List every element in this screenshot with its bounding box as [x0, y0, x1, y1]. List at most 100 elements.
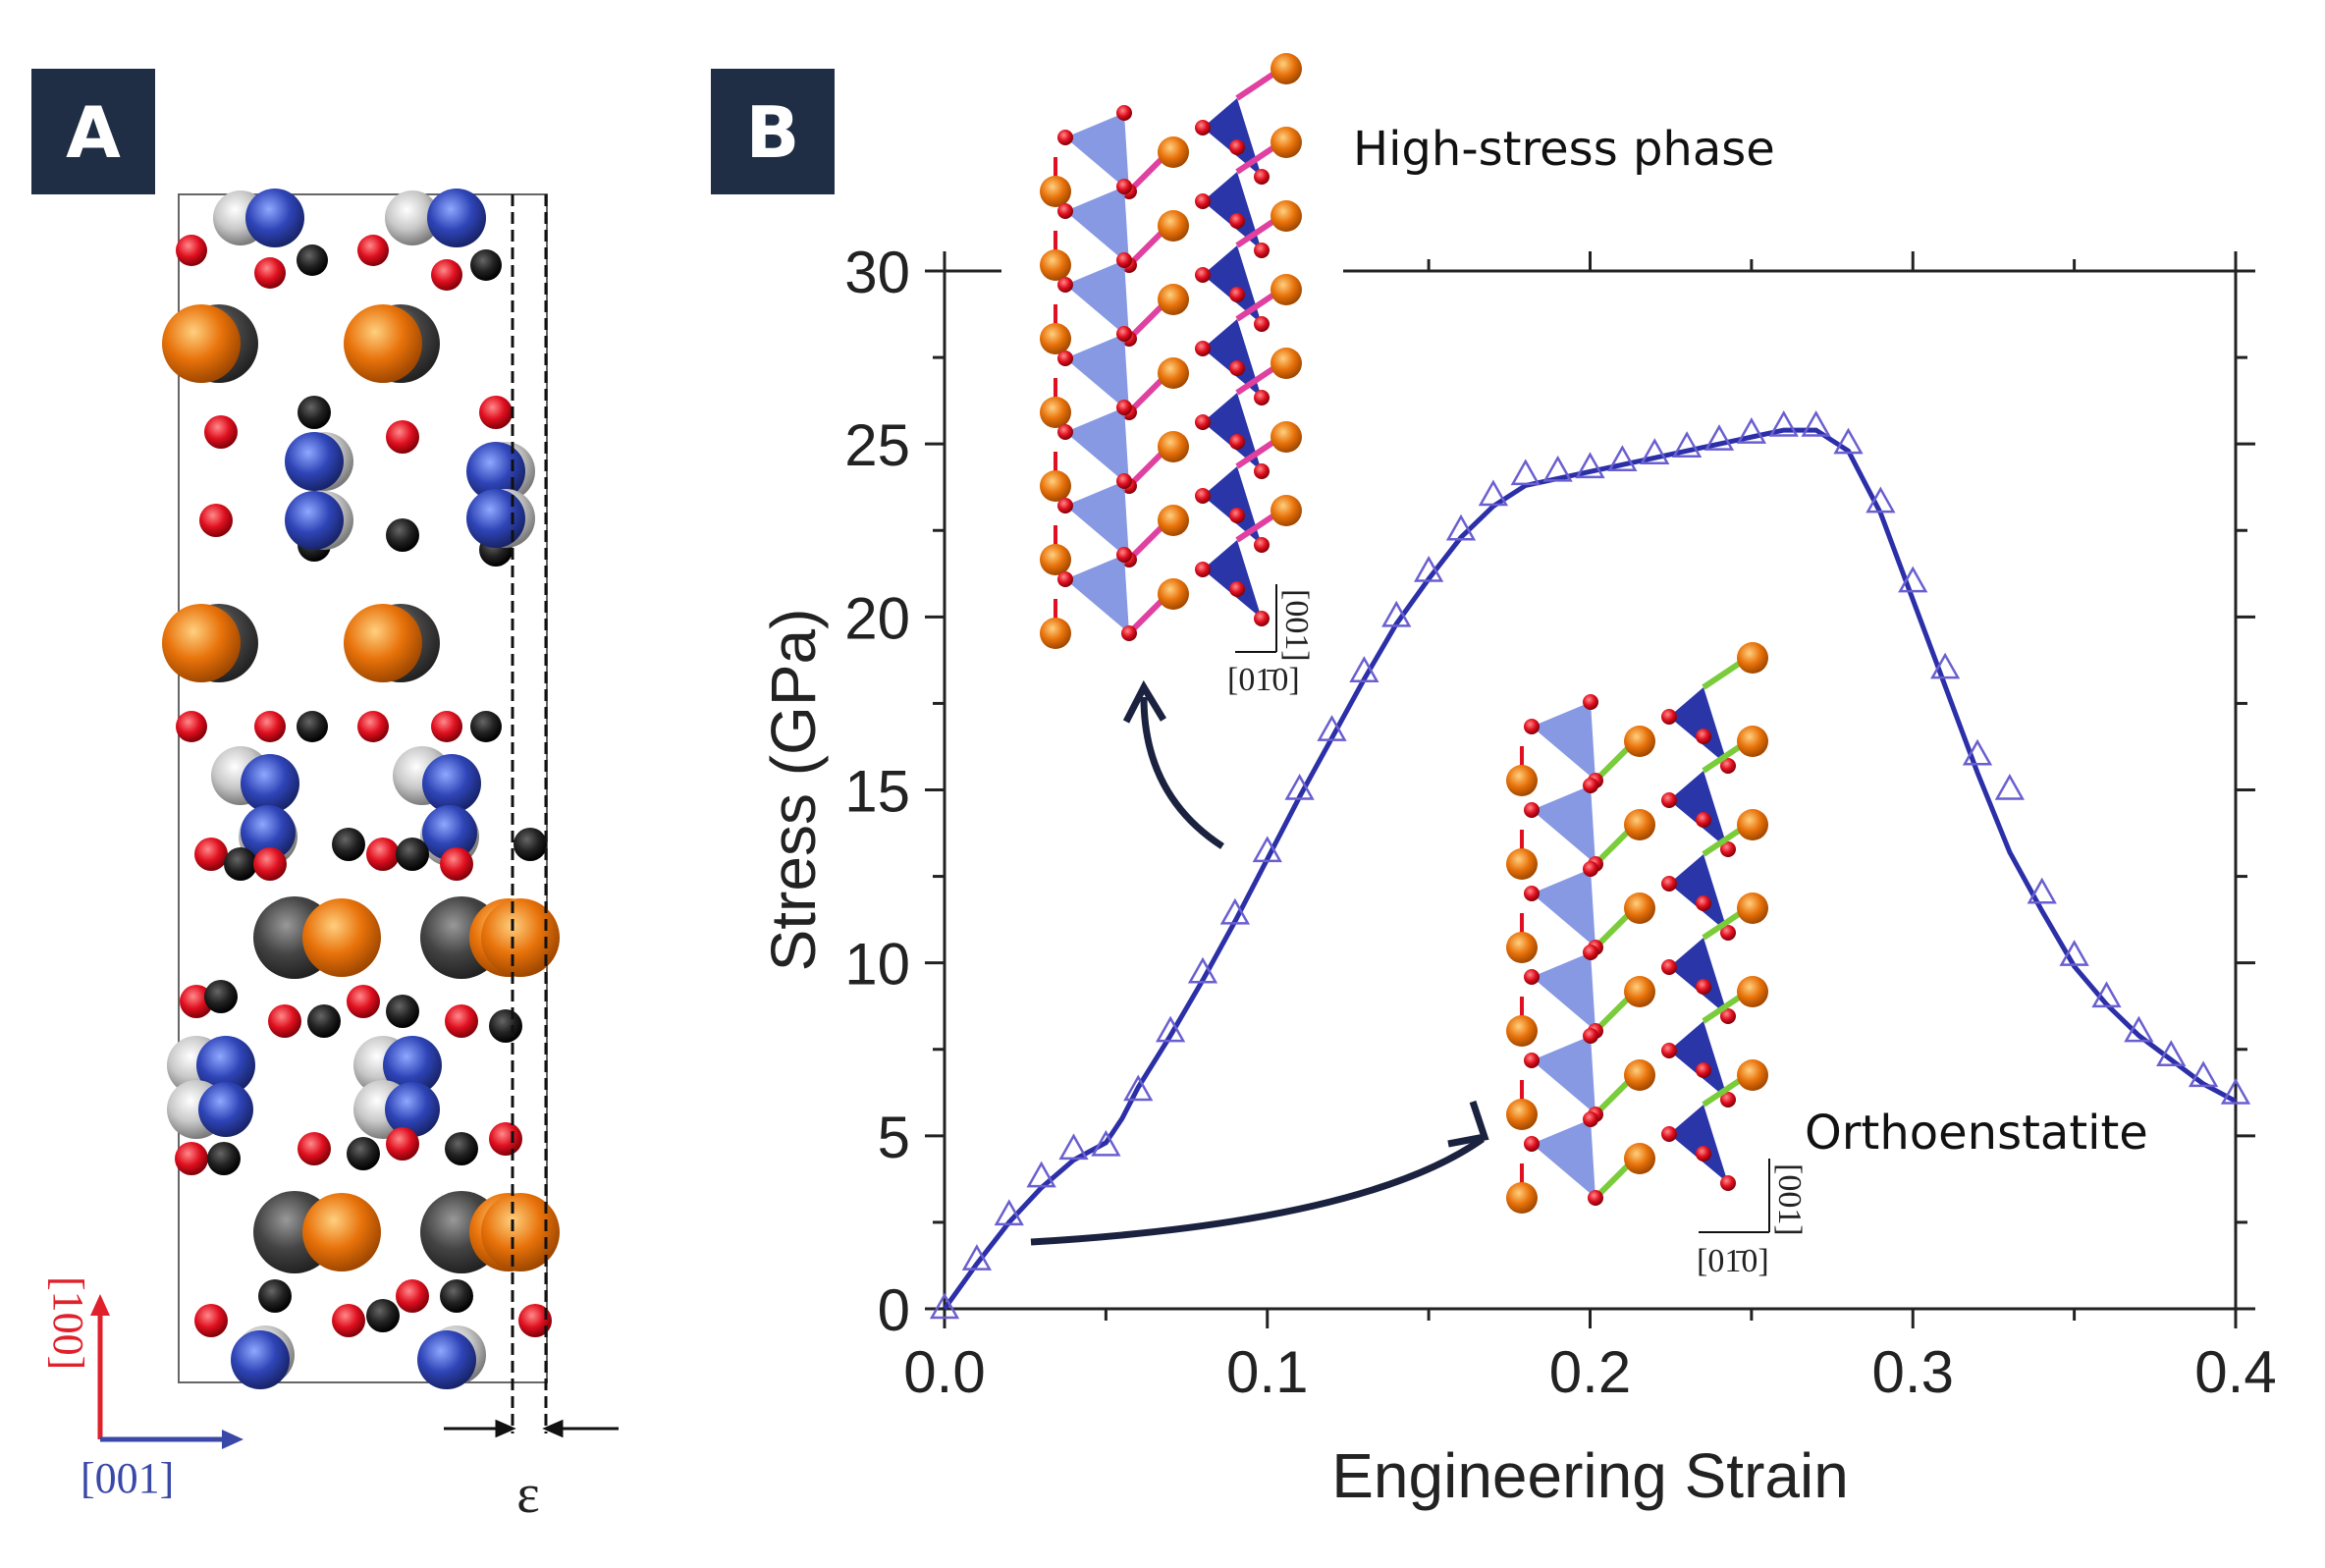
si-tetrahedron-light	[1065, 555, 1129, 633]
o-atom	[1720, 1092, 1736, 1108]
mg-atom	[1506, 1015, 1538, 1047]
si-tetrahedron-dark	[1669, 1021, 1728, 1100]
data-point-triangle	[1155, 1015, 1186, 1043]
si-tetrahedron-light	[1065, 407, 1129, 486]
mg-atom	[1624, 1059, 1655, 1091]
o-atom	[366, 838, 400, 871]
o-atom	[1583, 778, 1598, 793]
o-atom	[307, 1004, 341, 1038]
mg-atom	[1506, 765, 1538, 796]
o-atom	[1720, 841, 1736, 857]
data-point-triangle	[1542, 455, 1573, 482]
ca-atom	[302, 1193, 381, 1271]
si-atom	[422, 754, 481, 813]
si-atom	[231, 1330, 290, 1389]
mg-atom	[1624, 892, 1655, 924]
data-point-triangle	[2091, 981, 2122, 1008]
data-point-triangle	[1252, 836, 1282, 863]
o-atom	[440, 1279, 473, 1313]
o-atom	[1583, 945, 1598, 960]
o-atom	[440, 847, 473, 881]
si-tetrahedron-dark	[1203, 245, 1262, 324]
x-tick-label: 0.0	[903, 1339, 985, 1405]
o-atom	[347, 985, 380, 1018]
mg-atom	[1158, 284, 1189, 315]
o-atom	[1229, 360, 1245, 376]
o-atom	[1696, 812, 1711, 828]
o-atom	[1116, 326, 1132, 342]
o-atom	[1057, 277, 1073, 293]
mg-atom	[1158, 505, 1189, 536]
mg-atom	[1624, 1143, 1655, 1174]
mg-atom	[1506, 932, 1538, 963]
data-point-triangle	[2188, 1060, 2219, 1088]
orthoenstatite-structure-inset	[1497, 642, 1782, 1247]
data-point-triangle	[1510, 459, 1541, 486]
si-atom	[198, 1082, 253, 1137]
o-atom	[357, 711, 389, 742]
high-stress-structure-inset	[1031, 53, 1316, 673]
o-atom	[1229, 213, 1245, 229]
inset-hs-axes: [01̄0] [001]	[1227, 584, 1315, 698]
o-atom	[386, 995, 419, 1028]
o-atom	[1195, 488, 1211, 504]
panel-a-badge	[31, 69, 155, 194]
o-atom	[1524, 1053, 1540, 1068]
y-axis-label: Stress (GPa)	[758, 609, 829, 972]
strain-arrows	[444, 1419, 619, 1438]
axis-indicator-a: [100] [001]	[44, 1276, 243, 1502]
si-atom	[245, 189, 304, 247]
o-atom	[254, 711, 286, 742]
o-atom	[1696, 895, 1711, 911]
o-atom	[1696, 979, 1711, 995]
si-tetrahedron-dark	[1203, 98, 1262, 177]
o-atom	[347, 1137, 380, 1170]
si-tetrahedron-light	[1065, 113, 1129, 191]
o-atom	[1524, 886, 1540, 901]
o-atom	[204, 980, 238, 1013]
mg-atom	[1737, 892, 1768, 924]
si-atom	[241, 754, 299, 813]
o-atom	[297, 244, 328, 276]
si-atom	[385, 1082, 440, 1137]
o-atom	[1720, 1175, 1736, 1191]
o-atom	[1254, 316, 1270, 332]
mg-atom	[1737, 809, 1768, 840]
o-atom	[1720, 758, 1736, 774]
data-point-triangle	[1381, 600, 1412, 627]
data-point-triangle	[1833, 427, 1864, 455]
o-atom	[176, 711, 207, 742]
mg-atom	[1506, 1182, 1538, 1214]
mg-atom	[1040, 397, 1071, 428]
si-tetrahedron-dark	[1669, 938, 1728, 1016]
o-atom	[1583, 861, 1598, 877]
o-atom	[445, 1132, 478, 1165]
data-point-triangle	[1640, 438, 1670, 464]
o-atom	[1229, 287, 1245, 302]
mg-atom	[1158, 210, 1189, 242]
o-atom	[1121, 625, 1137, 641]
si-atom	[422, 805, 477, 860]
si-tetrahedron-light	[1065, 481, 1129, 560]
data-point-triangle	[1929, 652, 1961, 679]
hs-dir-h: [01̄0]	[1227, 662, 1300, 698]
o-atom	[1661, 709, 1677, 725]
y-tick-label: 20	[844, 585, 910, 651]
o-atom	[1720, 925, 1736, 941]
o-atom	[1195, 193, 1211, 209]
o-atom	[1195, 562, 1211, 577]
o-atom	[253, 847, 287, 881]
o-atom	[1254, 537, 1270, 553]
o-atom	[1229, 581, 1245, 597]
strain-symbol: ε	[516, 1464, 540, 1525]
si-tetrahedron-light	[1065, 334, 1129, 412]
mg-atom	[1506, 848, 1538, 880]
o-atom	[1661, 1043, 1677, 1058]
o-atom	[1195, 414, 1211, 430]
y-tick-label: 5	[878, 1105, 910, 1170]
data-point-triangle	[961, 1244, 993, 1271]
o-atom	[386, 1127, 419, 1161]
mg-atom	[1040, 176, 1071, 207]
o-atom	[224, 847, 257, 881]
